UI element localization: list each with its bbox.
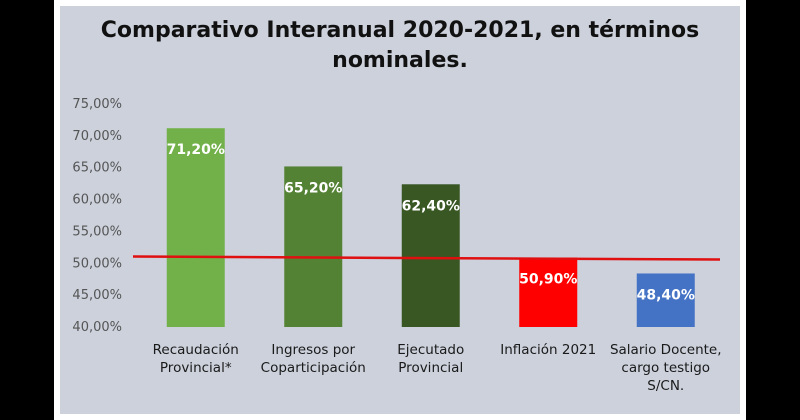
data-label: 50,90%	[519, 272, 577, 288]
y-tick-label: 45,00%	[72, 288, 122, 303]
data-label: 48,40%	[637, 287, 695, 303]
y-tick-label: 75,00%	[72, 97, 122, 112]
y-tick-label: 40,00%	[72, 320, 122, 335]
category-label: Provincial	[398, 360, 463, 376]
data-label: 65,20%	[284, 180, 342, 196]
bar[interactable]	[166, 128, 225, 327]
bar[interactable]	[519, 257, 578, 327]
y-tick-label: 50,00%	[72, 256, 122, 271]
category-label: Ingresos por	[271, 342, 355, 358]
y-tick-label: 65,00%	[72, 161, 122, 176]
category-label: Coparticipación	[261, 360, 366, 376]
bar[interactable]	[636, 273, 695, 327]
y-tick-label: 55,00%	[72, 224, 122, 239]
y-tick-label: 70,00%	[72, 129, 122, 144]
category-label: S/CN.	[647, 378, 684, 394]
category-label: Salario Docente,	[610, 342, 722, 358]
category-label: Inflación 2021	[500, 342, 596, 358]
data-label: 62,40%	[402, 198, 460, 214]
category-label: Recaudación	[153, 342, 239, 358]
reference-line	[132, 255, 721, 261]
y-tick-label: 60,00%	[72, 193, 122, 208]
category-label: Ejecutado	[397, 342, 464, 358]
category-label: Provincial*	[160, 360, 232, 376]
category-label: cargo testigo	[621, 360, 710, 376]
data-label: 71,20%	[167, 142, 225, 158]
bar[interactable]	[284, 166, 343, 327]
bar[interactable]	[401, 184, 460, 327]
chart-title: Comparativo Interanual 2020-2021, en tér…	[100, 18, 700, 73]
